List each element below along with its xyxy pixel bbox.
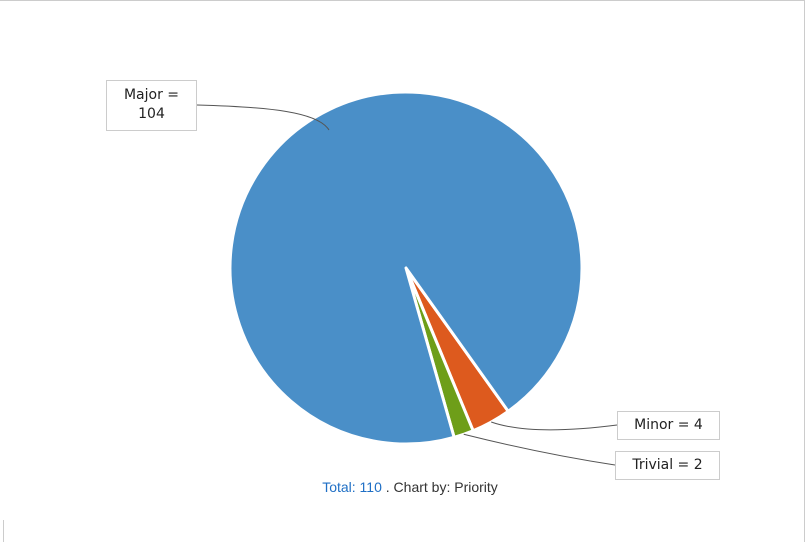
total-link[interactable]: Total: 110 <box>322 479 382 495</box>
slice-label-major-line2: 104 <box>138 106 165 122</box>
slice-label-minor: Minor = 4 <box>617 411 720 440</box>
slice-label-trivial: Trivial = 2 <box>615 451 720 480</box>
slice-label-major: Major = 104 <box>106 80 197 131</box>
chart-by-text: . Chart by: Priority <box>381 479 498 495</box>
leader-line-trivial <box>463 433 616 466</box>
leader-line-minor <box>491 421 618 431</box>
chart-footer: Total: 110 . Chart by: Priority <box>0 479 808 495</box>
slice-label-major-line1: Major = <box>123 87 180 103</box>
pie-slice-major[interactable] <box>228 90 584 446</box>
frame-edge <box>3 520 4 542</box>
leader-line-major <box>196 104 330 131</box>
